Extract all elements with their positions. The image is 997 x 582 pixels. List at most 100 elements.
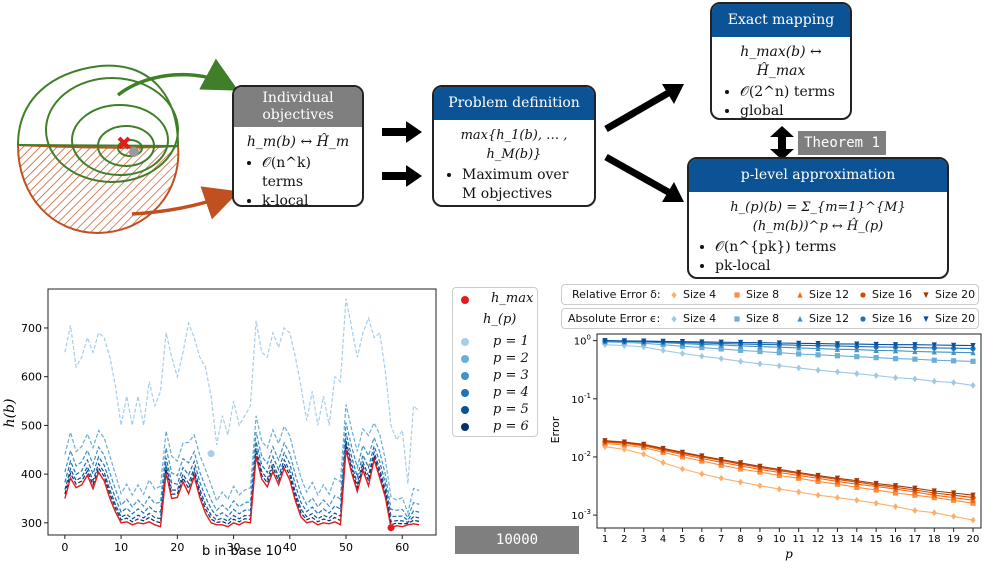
data-point [854,370,860,378]
error-legend: Relative Error δ: Size 4 Size 8 Size 12 Siz… [561,284,979,330]
right-x-tick-label: 3 [641,534,647,545]
series-line-p3 [64,422,420,519]
legend-size-marker [797,315,803,322]
data-point [815,352,821,358]
contour-2 [45,77,179,183]
data-point [737,478,744,486]
legend-size-marker [923,292,929,299]
red-cross-marker [117,136,131,150]
individual-objectives-box: Individual objectives h_m(b) ↔ Ĥ_m 𝒪(n^k… [232,85,364,207]
legend-p-marker [461,423,469,431]
data-point [854,496,860,504]
data-point [796,469,802,476]
data-point [951,358,957,364]
right-x-tick-label: 18 [928,534,941,545]
data-point [854,346,860,353]
data-point [951,349,957,355]
green-arrow [116,58,239,97]
data-point [737,347,744,353]
data-point [931,488,937,495]
series-line-p4 [64,432,420,522]
right-x-tick-label: 9 [757,534,763,545]
exact-bullet-global: global [740,102,840,118]
series-marker [387,524,395,532]
data-point [718,346,724,352]
error-series-line [604,442,974,504]
exact-bullet-terms: 𝒪(2^n) terms [740,83,840,102]
right-y-tick-label: 100 [574,334,591,348]
data-point [815,366,821,374]
data-point [776,472,782,479]
right-x-label: p [785,547,793,561]
data-point [671,315,677,323]
data-point [931,377,937,385]
legend-p-label: p = 2 [493,351,529,366]
data-point [641,441,647,448]
problem-bullet-maximum: Maximum over M objectives [462,166,584,204]
contour-4 [97,125,155,167]
legend-p-marker [461,355,469,363]
right-y-tick-label: 10-2 [571,450,591,464]
data-point [970,349,976,356]
left-y-tick-label: 700 [21,322,42,335]
data-point [892,503,899,510]
data-point [873,341,879,348]
legend-p-marker [461,372,469,380]
data-point [892,374,899,382]
data-point [660,338,666,345]
data-point [660,459,666,466]
right-x-tick-label: 5 [679,534,685,545]
data-point [679,339,686,345]
data-point [951,379,957,386]
data-point [757,482,763,490]
h-values-chart: 0 10 20 30 40 50 60 300 400 500 600 700 h(b) b in b… [2,288,437,559]
series-marker [207,450,215,458]
individual-bullet-terms: 𝒪(n^k) terms [262,154,352,192]
individual-bullet-locality: k-local [262,192,352,205]
data-point [923,316,929,323]
data-point [602,438,608,444]
exact-mapping-box: Exact mapping h_max(b) ↔ Ĥ_max 𝒪(2^n) te… [710,2,852,120]
double-arrow [770,126,794,160]
data-point [834,368,841,376]
legend-size-label: Size 20 [935,288,976,301]
data-point [923,292,929,299]
data-point [912,507,918,514]
data-point [854,478,860,484]
data-point [970,516,976,524]
arrow-to-problem-2 [382,165,422,187]
contour-5 [117,139,143,157]
data-point [873,372,879,380]
data-point [912,485,918,492]
error-series-line [604,440,974,496]
left-x-tick-label: 50 [339,541,353,554]
data-point [776,340,782,347]
data-point [873,355,879,361]
data-point [912,356,918,362]
data-point [660,445,666,452]
right-y-tick-label: 10-1 [571,392,591,406]
data-point [970,500,976,506]
data-point [641,450,647,458]
data-point [834,475,841,482]
left-y-label: h(b) [2,399,18,428]
left-x-tick-label: 10 [114,541,128,554]
data-point [834,494,841,501]
theorem-tag: Theorem 1 [798,131,886,155]
error-series-line [604,441,974,501]
error-series-line [604,341,974,362]
data-point [796,340,802,347]
data-point [718,339,724,346]
legend-size-marker [734,316,740,322]
legend-size-label: Size 16 [872,312,913,325]
series-line-p5 [64,440,420,523]
series-line-p6 [64,445,420,526]
legend-size-label: Size 12 [809,288,850,301]
legend-p-label: p = 6 [493,419,529,434]
data-point [912,492,918,498]
individual-objectives-header: Individual objectives [234,87,362,127]
data-point [699,339,705,346]
data-point [931,342,937,349]
p-level-bullet-locality: pk-local [715,257,939,276]
data-point [699,352,705,360]
